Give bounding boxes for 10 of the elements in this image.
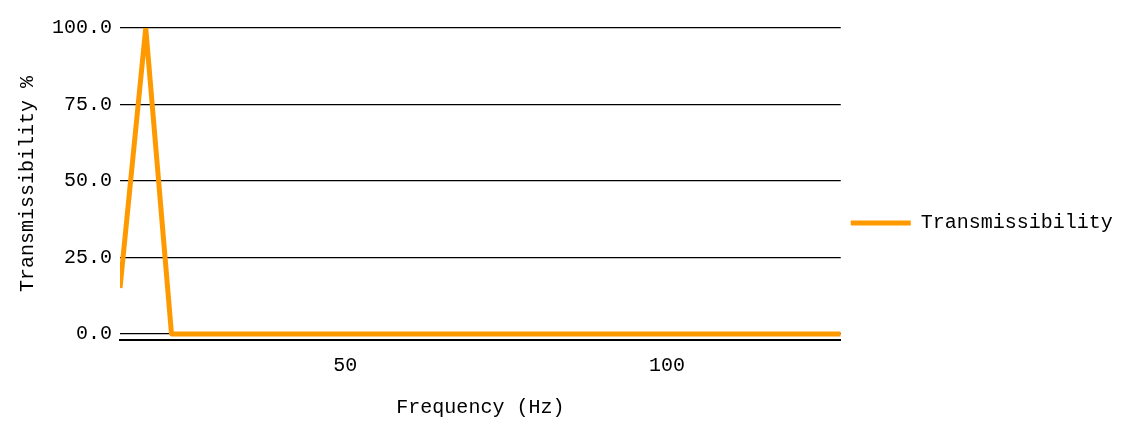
- y-tick-label: 75.0: [63, 92, 113, 116]
- y-tick-label: 100.0: [51, 16, 113, 40]
- x-tick-label: 50: [333, 354, 358, 378]
- x-axis-title: Frequency (Hz): [396, 396, 565, 420]
- x-tick-label: 100: [648, 354, 686, 378]
- y-tick-label: 0.0: [75, 322, 113, 346]
- y-tick-label: 50.0: [63, 169, 113, 193]
- y-tick-label: 25.0: [63, 245, 113, 269]
- y-axis-title: Transmissibility %: [16, 74, 40, 293]
- legend-label: Transmissibility: [920, 211, 1113, 235]
